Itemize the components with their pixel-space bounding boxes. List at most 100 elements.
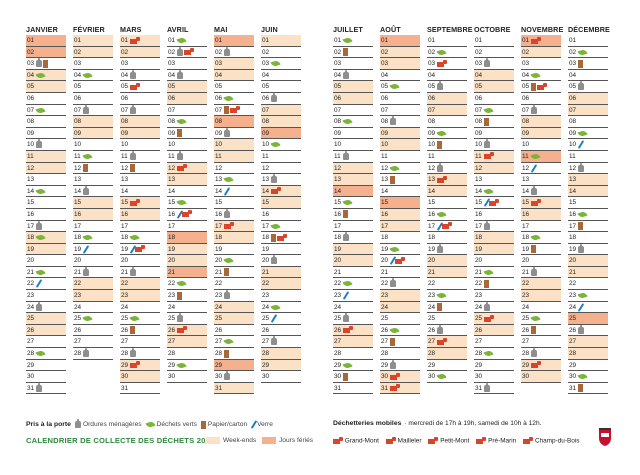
day-number: 27 xyxy=(121,338,129,346)
day-number: 23 xyxy=(27,292,35,300)
day-number: 03 xyxy=(334,60,342,68)
leaf-icon xyxy=(82,233,93,242)
legend-om-label: Ordures ménagères xyxy=(82,421,142,428)
day-number: 08 xyxy=(569,118,577,126)
day-number: 03 xyxy=(475,60,483,68)
day-cell: 12 xyxy=(474,162,514,175)
household-bin-icon xyxy=(224,371,230,381)
day-cell: 05 xyxy=(333,81,373,93)
day-number: 22 xyxy=(262,280,270,288)
day-cell: 06 xyxy=(380,93,420,105)
day-number: 18 xyxy=(428,234,436,242)
day-number: 17 xyxy=(475,222,483,230)
truck-icon xyxy=(343,326,353,334)
day-number: 13 xyxy=(121,176,129,184)
day-number: 26 xyxy=(522,326,530,334)
day-number: 06 xyxy=(475,94,483,102)
day-cell: 27 xyxy=(261,336,301,349)
day-cell: 12 xyxy=(73,163,113,175)
household-bin-icon xyxy=(578,324,584,334)
day-cell: 29 xyxy=(333,360,373,372)
day-cell: 04 xyxy=(427,70,467,82)
day-number: 27 xyxy=(27,338,35,346)
day-cell: 29 xyxy=(568,360,608,372)
day-cell: 06 xyxy=(474,93,514,105)
day-number: 15 xyxy=(74,199,82,207)
day-number: 23 xyxy=(334,292,342,300)
day-cell: 25 xyxy=(261,313,301,325)
day-number: 06 xyxy=(27,94,35,102)
day-number: 22 xyxy=(74,280,82,288)
legend-om: Ordures ménagères xyxy=(74,419,142,428)
day-number: 24 xyxy=(334,303,342,311)
day-cell: 25 xyxy=(73,313,113,325)
day-number: 27 xyxy=(475,338,483,346)
day-number: 26 xyxy=(428,326,436,334)
day-number: 30 xyxy=(168,373,176,381)
household-bin-icon xyxy=(484,58,490,68)
day-number: 18 xyxy=(522,234,530,242)
day-cell: 08 xyxy=(427,116,467,128)
month-name: JANVIER xyxy=(26,25,58,34)
day-number: 07 xyxy=(168,106,176,114)
day-number: 10 xyxy=(334,141,342,149)
day-cell: 14 xyxy=(73,185,113,198)
holiday-label: Jours fériés xyxy=(279,437,314,444)
truck-icon xyxy=(135,245,145,253)
day-number: 23 xyxy=(215,292,223,300)
day-cell: 28 xyxy=(120,348,160,360)
day-number: 20 xyxy=(522,257,530,265)
day-cell: 24 xyxy=(427,302,467,314)
day-cell: 26 xyxy=(568,324,608,337)
leaf-icon xyxy=(270,222,281,230)
day-number: 14 xyxy=(522,187,530,195)
leaf-icon xyxy=(436,291,447,300)
day-cell: 01 xyxy=(214,35,254,47)
truck-icon xyxy=(182,210,192,218)
day-cell: 22 xyxy=(568,278,608,291)
day-number: 18 xyxy=(334,234,342,242)
day-number: 15 xyxy=(475,199,483,207)
day-number: 05 xyxy=(121,83,129,91)
day-cell: 06 xyxy=(333,92,373,105)
day-cell: 11 xyxy=(214,150,254,163)
day-number: 20 xyxy=(569,257,577,265)
day-number: 15 xyxy=(262,199,270,207)
day-number: 12 xyxy=(569,164,577,172)
day-cell: 09 xyxy=(167,128,207,140)
leaf-icon xyxy=(35,233,46,242)
day-number: 10 xyxy=(262,141,270,149)
day-number: 05 xyxy=(215,83,223,91)
day-number: 20 xyxy=(121,257,129,265)
day-cell: 18 xyxy=(474,232,514,244)
day-number: 05 xyxy=(334,83,342,91)
day-cell: 03 xyxy=(474,58,514,70)
day-number: 12 xyxy=(215,164,223,172)
day-cell: 21 xyxy=(568,266,608,279)
day-cell: 02 xyxy=(120,46,160,59)
legend-pc: Papier/carton xyxy=(200,420,247,429)
day-cell: 29 xyxy=(427,360,467,372)
household-bin-icon xyxy=(224,208,230,218)
day-cell: 01 xyxy=(427,35,467,47)
day-cell: 17 xyxy=(427,221,467,233)
day-number: 22 xyxy=(428,280,436,288)
day-number: 08 xyxy=(262,118,270,126)
leaf-icon xyxy=(129,233,140,242)
day-cell: 24 xyxy=(521,302,561,314)
household-bin-icon xyxy=(83,185,89,195)
day-cell: 07 xyxy=(120,104,160,117)
truck-icon xyxy=(130,36,140,45)
day-number: 18 xyxy=(27,234,35,242)
day-cell: 09 xyxy=(120,127,160,140)
day-number: 29 xyxy=(522,361,530,369)
day-number: 24 xyxy=(428,303,436,311)
glass-icon xyxy=(270,314,278,324)
day-cell: 31 xyxy=(333,383,373,395)
day-number: 17 xyxy=(569,222,577,230)
day-number: 19 xyxy=(522,245,530,253)
day-number: 30 xyxy=(334,373,342,381)
day-cell: 21 xyxy=(73,266,113,279)
day-number: 27 xyxy=(381,338,389,346)
legend-dv-label: Déchets verts xyxy=(156,421,197,428)
